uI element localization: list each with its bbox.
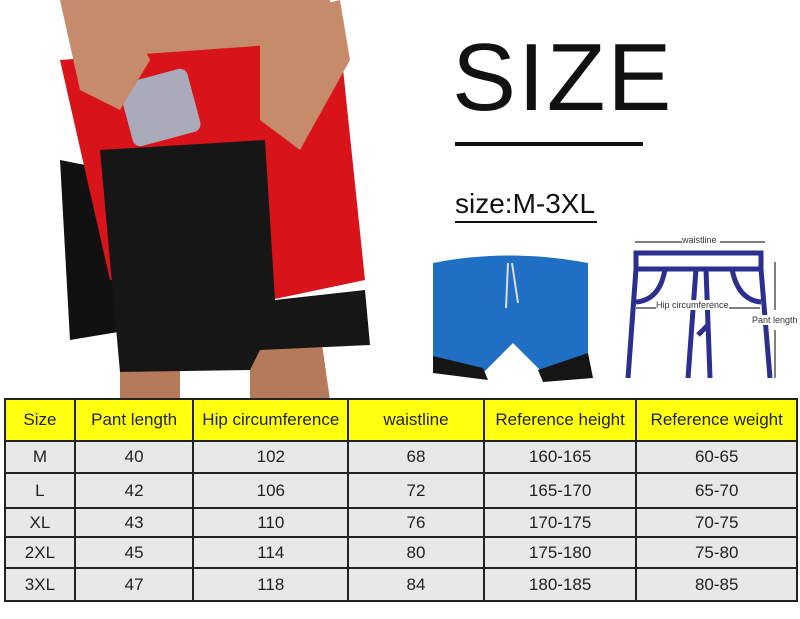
table-cell: L — [4, 472, 76, 509]
header-cell: Hip circumference — [192, 398, 350, 442]
table-row: M 40 102 68 160-165 60-65 — [4, 440, 798, 474]
header-cell: Reference weight — [635, 398, 798, 442]
title-underline — [455, 142, 643, 146]
table-cell: 165-170 — [482, 472, 638, 509]
table-cell: 102 — [192, 440, 350, 474]
table-cell: 40 — [73, 440, 195, 474]
table-cell: M — [4, 440, 76, 474]
table-cell: 3XL — [4, 567, 76, 602]
table-cell: 160-165 — [482, 440, 638, 474]
table-header: Size Pant length Hip circumference waist… — [4, 398, 798, 442]
page-title: SIZE — [452, 24, 674, 131]
table-cell: 118 — [192, 567, 350, 602]
table-cell: 110 — [192, 507, 350, 538]
size-diagram: waistline Hip circumference Pant length — [620, 230, 800, 385]
header-cell: Pant length — [73, 398, 195, 442]
header-cell: Size — [4, 398, 76, 442]
table-row: L 42 106 72 165-170 65-70 — [4, 472, 798, 509]
table-cell: 84 — [347, 567, 485, 602]
table-cell: 70-75 — [635, 507, 798, 538]
length-label: Pant length — [752, 315, 798, 325]
table-row: XL 43 110 76 170-175 70-75 — [4, 507, 798, 538]
table-cell: 180-185 — [482, 567, 638, 602]
blue-shorts-image — [433, 255, 593, 382]
table-row: 3XL 47 118 84 180-185 80-85 — [4, 567, 798, 602]
table-cell: 170-175 — [482, 507, 638, 538]
header-cell: Reference height — [482, 398, 638, 442]
size-table: Size Pant length Hip circumference waist… — [4, 398, 798, 602]
table-cell: 43 — [73, 507, 195, 538]
table-cell: 60-65 — [635, 440, 798, 474]
hip-label: Hip circumference — [656, 300, 729, 310]
table-cell: XL — [4, 507, 76, 538]
table-cell: 47 — [73, 567, 195, 602]
table-cell: 42 — [73, 472, 195, 509]
table-cell: 175-180 — [482, 536, 638, 569]
waistline-label: waistline — [682, 235, 717, 245]
table-cell: 65-70 — [635, 472, 798, 509]
size-range: size:M-3XL — [455, 188, 596, 219]
header-cell: waistline — [347, 398, 485, 442]
table-cell: 2XL — [4, 536, 76, 569]
table-cell: 114 — [192, 536, 350, 569]
table-cell: 68 — [347, 440, 485, 474]
table-cell: 75-80 — [635, 536, 798, 569]
size-range-underline — [455, 221, 597, 223]
table-cell: 45 — [73, 536, 195, 569]
table-cell: 80 — [347, 536, 485, 569]
table-cell: 76 — [347, 507, 485, 538]
table-cell: 106 — [192, 472, 350, 509]
table-cell: 72 — [347, 472, 485, 509]
product-photo — [0, 0, 372, 400]
table-cell: 80-85 — [635, 567, 798, 602]
table-row: 2XL 45 114 80 175-180 75-80 — [4, 536, 798, 569]
